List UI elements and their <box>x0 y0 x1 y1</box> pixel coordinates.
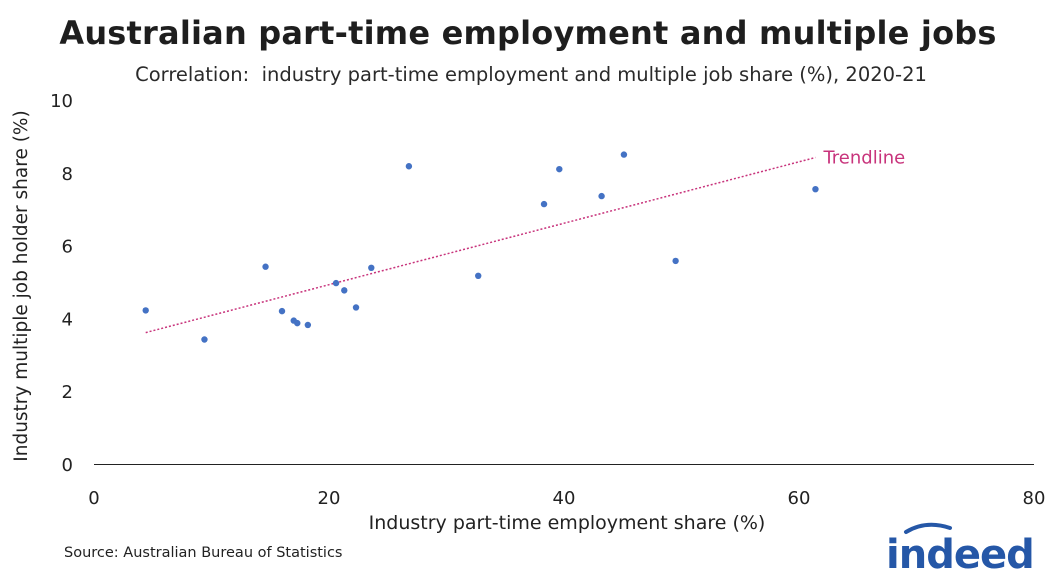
data-point <box>556 165 563 173</box>
x-tick-label: 20 <box>318 488 341 509</box>
y-tick-label: 2 <box>62 382 73 403</box>
source-note: Source: Australian Bureau of Statistics <box>64 545 343 561</box>
x-tick-label: 60 <box>788 488 811 509</box>
y-tick-label: 6 <box>62 237 73 258</box>
data-point <box>672 257 679 265</box>
y-axis-ticks: 0 2 4 6 8 10 <box>50 91 73 476</box>
data-point <box>304 321 312 329</box>
y-axis-label: Industry multiple job holder share (%) <box>11 110 32 461</box>
data-point <box>341 287 348 294</box>
data-point <box>368 264 375 272</box>
y-tick-label: 0 <box>62 455 73 476</box>
data-points <box>142 151 819 343</box>
data-point <box>332 279 340 287</box>
data-point <box>475 272 482 280</box>
data-point <box>262 263 269 270</box>
data-point <box>201 336 208 343</box>
x-axis-label: Industry part-time employment share (%) <box>369 512 766 534</box>
data-point <box>540 200 548 208</box>
data-point <box>278 307 286 315</box>
data-point <box>142 307 149 314</box>
data-point <box>598 192 605 200</box>
y-tick-label: 8 <box>62 164 73 185</box>
x-tick-label: 80 <box>1023 488 1046 509</box>
chart-title: Australian part-time employment and mult… <box>59 14 997 52</box>
data-point <box>294 319 301 327</box>
x-tick-label: 0 <box>88 488 99 509</box>
y-tick-label: 10 <box>50 91 73 112</box>
indeed-logo: indeed <box>886 522 1035 574</box>
data-point <box>352 304 360 311</box>
data-point <box>405 163 413 170</box>
trendline-label: Trendline <box>822 148 905 169</box>
y-tick-label: 4 <box>62 309 73 330</box>
trendline <box>145 156 816 334</box>
chart-subtitle: Correlation: industry part-time employme… <box>135 63 927 86</box>
data-point <box>812 185 819 193</box>
svg-text:indeed: indeed <box>886 532 1034 574</box>
data-point <box>620 151 628 158</box>
x-axis-ticks: 0 20 40 60 80 <box>88 488 1045 509</box>
x-tick-label: 40 <box>553 488 576 509</box>
